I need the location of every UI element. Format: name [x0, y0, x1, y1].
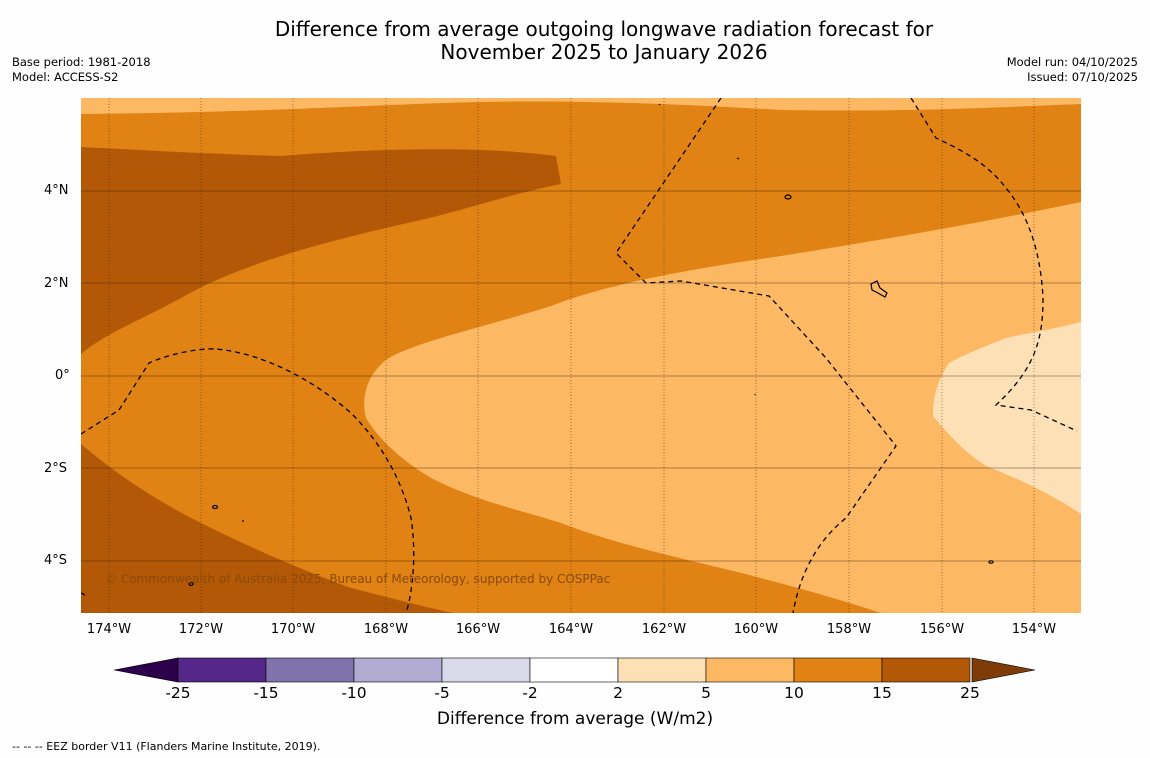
colorbar-tick-label: -10	[341, 684, 367, 702]
region-15-25-northwest	[81, 147, 561, 354]
lon-label-160w: 160°W	[733, 622, 779, 637]
model-name: Model: ACCESS-S2	[12, 70, 119, 84]
colorbar-tick-label: 15	[872, 684, 892, 702]
region-2-5-east	[933, 322, 1081, 514]
lat-label-4n: 4°N	[44, 183, 69, 198]
map-panel: © Commonwealth of Australia 2025, Bureau…	[81, 98, 1081, 613]
lat-gridlines	[81, 190, 1081, 562]
colorbar-boxes	[177, 657, 971, 683]
title-line-1: Difference from average outgoing longwav…	[274, 17, 934, 41]
colorbar-box	[617, 657, 707, 683]
model-info: Base period: 1981-2018 Model: ACCESS-S2	[12, 55, 151, 85]
islands	[188, 103, 994, 587]
eez-footnote: -- -- -- EEZ border V11 (Flanders Marine…	[12, 740, 321, 753]
colorbar-tick-label: 5	[701, 684, 711, 702]
map-title: Difference from average outgoing longwav…	[0, 18, 1150, 64]
region-5-10-north	[81, 98, 1081, 114]
colorbar-tick-label: -25	[165, 684, 191, 702]
lon-label-154w: 154°W	[1011, 622, 1057, 637]
issued-date: Issued: 07/10/2025	[1027, 70, 1138, 84]
lon-label-170w: 170°W	[270, 622, 316, 637]
colorbar-tick-label: 10	[784, 684, 804, 702]
lon-gridlines	[108, 98, 1035, 613]
lon-label-174w: 174°W	[86, 622, 132, 637]
title-line-2: November 2025 to January 2026	[440, 40, 768, 64]
map-svg	[81, 98, 1081, 613]
colorbar-box	[705, 657, 795, 683]
model-run-date: Model run: 04/10/2025	[1006, 55, 1138, 69]
lat-label-0: 0°	[55, 368, 70, 383]
colorbar-over-arrow	[971, 657, 1036, 683]
colorbar-box	[881, 657, 971, 683]
colorbar-box	[265, 657, 355, 683]
lon-label-156w: 156°W	[919, 622, 965, 637]
colorbar-box	[353, 657, 443, 683]
colorbar-tick-label: -2	[522, 684, 538, 702]
colorbar-box	[177, 657, 267, 683]
lon-label-158w: 158°W	[826, 622, 872, 637]
lon-label-162w: 162°W	[641, 622, 687, 637]
lat-label-2n: 2°N	[44, 276, 69, 291]
colorbar-tick-label: 25	[960, 684, 980, 702]
lon-label-168w: 168°W	[363, 622, 409, 637]
colorbar-box	[529, 657, 619, 683]
lat-label-2s: 2°S	[44, 461, 68, 476]
colorbar-tick-label: -5	[434, 684, 450, 702]
lat-label-4s: 4°S	[44, 553, 68, 568]
colorbar-tick-label: -15	[253, 684, 279, 702]
colorbar-tick-label: 2	[613, 684, 623, 702]
region-15-25-southwest	[81, 444, 453, 613]
lon-label-166w: 166°W	[455, 622, 501, 637]
base-period: Base period: 1981-2018	[12, 55, 151, 69]
colorbar-box	[441, 657, 531, 683]
colorbar	[113, 657, 1036, 683]
region-5-10-central	[364, 202, 1081, 613]
colorbar-title: Difference from average (W/m2)	[436, 709, 714, 729]
colorbar-box	[793, 657, 883, 683]
colorbar-under-arrow	[113, 657, 179, 683]
eez-borders	[81, 98, 1078, 613]
lon-label-172w: 172°W	[178, 622, 224, 637]
run-info: Model run: 04/10/2025 Issued: 07/10/2025	[1007, 55, 1138, 85]
lon-label-164w: 164°W	[548, 622, 594, 637]
copyright-notice: © Commonwealth of Australia 2025, Bureau…	[105, 572, 611, 586]
